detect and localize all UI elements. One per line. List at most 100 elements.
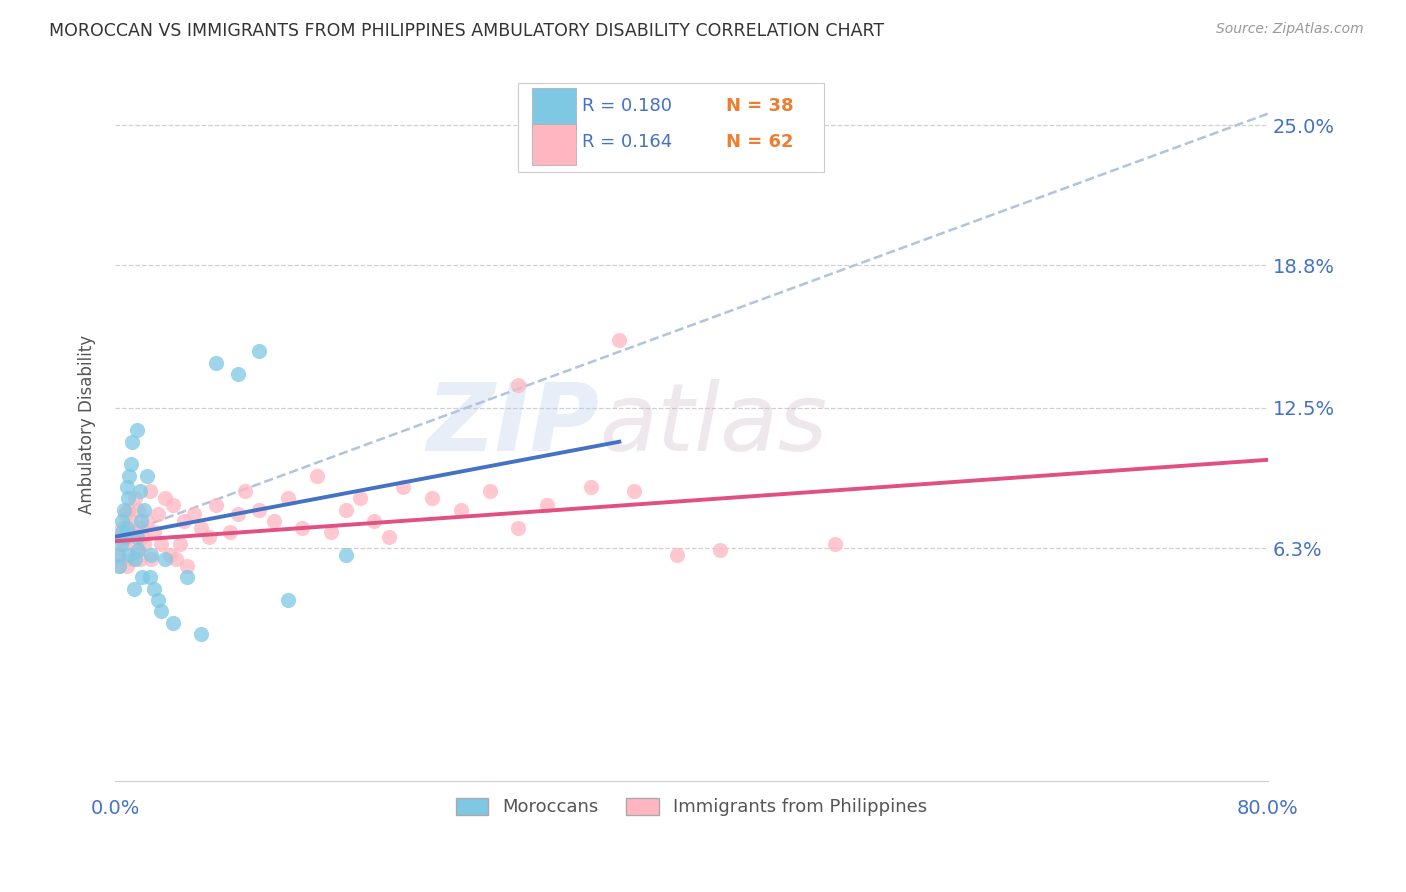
Point <box>127 543 149 558</box>
Point <box>190 627 212 641</box>
Point <box>118 548 141 562</box>
Point <box>115 521 138 535</box>
Point <box>142 525 165 540</box>
Point <box>124 552 146 566</box>
Point <box>665 548 688 562</box>
Point <box>162 615 184 630</box>
Text: Source: ZipAtlas.com: Source: ZipAtlas.com <box>1216 22 1364 37</box>
Text: 80.0%: 80.0% <box>1237 799 1299 818</box>
Point <box>277 491 299 506</box>
Point <box>139 552 162 566</box>
Point <box>155 552 177 566</box>
Text: R = 0.164: R = 0.164 <box>582 133 672 151</box>
Point <box>142 582 165 596</box>
Point <box>124 491 146 506</box>
Point <box>190 521 212 535</box>
Point <box>159 548 181 562</box>
Text: N = 62: N = 62 <box>725 133 793 151</box>
Point <box>169 536 191 550</box>
Point <box>138 484 160 499</box>
Point <box>305 468 328 483</box>
Point <box>128 552 150 566</box>
Point <box>321 525 343 540</box>
Point <box>205 355 228 369</box>
Point <box>129 514 152 528</box>
Point <box>128 484 150 499</box>
Point <box>107 548 129 562</box>
Point <box>609 333 631 347</box>
Point <box>122 525 145 540</box>
Point <box>335 548 357 562</box>
Text: R = 0.180: R = 0.180 <box>582 97 672 115</box>
Point <box>450 502 472 516</box>
Point <box>132 502 155 516</box>
Point <box>150 536 173 550</box>
Point <box>623 484 645 499</box>
Point <box>115 559 138 574</box>
Point <box>508 378 530 392</box>
Y-axis label: Ambulatory Disability: Ambulatory Disability <box>79 335 96 515</box>
FancyBboxPatch shape <box>533 88 576 129</box>
Point <box>111 521 134 535</box>
Point <box>132 536 155 550</box>
Point <box>478 484 501 499</box>
Point <box>110 530 132 544</box>
Point <box>219 525 242 540</box>
Point <box>111 514 134 528</box>
Point <box>125 424 148 438</box>
Point <box>135 468 157 483</box>
Point <box>129 521 152 535</box>
Point <box>205 498 228 512</box>
Point <box>115 480 138 494</box>
Point <box>508 521 530 535</box>
Point <box>125 543 148 558</box>
Point <box>165 552 187 566</box>
Point <box>392 480 415 494</box>
Point <box>118 530 141 544</box>
Point <box>135 514 157 528</box>
Point <box>349 491 371 506</box>
Point <box>131 530 153 544</box>
Point <box>148 507 170 521</box>
Point <box>150 604 173 618</box>
FancyBboxPatch shape <box>519 83 824 172</box>
Point <box>579 480 602 494</box>
Point <box>335 502 357 516</box>
Point <box>139 548 162 562</box>
Text: atlas: atlas <box>599 379 827 470</box>
Text: 0.0%: 0.0% <box>90 799 139 818</box>
Point <box>138 570 160 584</box>
Point <box>108 559 131 574</box>
Point <box>117 491 139 506</box>
Point <box>131 570 153 584</box>
Point <box>173 514 195 528</box>
Point <box>148 593 170 607</box>
Text: ZIP: ZIP <box>426 379 599 471</box>
Point <box>536 498 558 512</box>
Point <box>111 525 134 540</box>
FancyBboxPatch shape <box>533 124 576 165</box>
Point <box>233 484 256 499</box>
Point <box>291 521 314 535</box>
Point <box>110 536 132 550</box>
Point <box>709 543 731 558</box>
Point <box>226 507 249 521</box>
Point <box>176 559 198 574</box>
Legend: Moroccans, Immigrants from Philippines: Moroccans, Immigrants from Philippines <box>447 789 936 825</box>
Point <box>263 514 285 528</box>
Point <box>121 552 143 566</box>
Point <box>247 344 270 359</box>
Point <box>114 530 136 544</box>
Point <box>117 502 139 516</box>
Point <box>277 593 299 607</box>
Point <box>176 570 198 584</box>
Point <box>125 530 148 544</box>
Text: MOROCCAN VS IMMIGRANTS FROM PHILIPPINES AMBULATORY DISABILITY CORRELATION CHART: MOROCCAN VS IMMIGRANTS FROM PHILIPPINES … <box>49 22 884 40</box>
Point <box>121 434 143 449</box>
Point <box>120 514 142 528</box>
Point <box>112 502 135 516</box>
Point <box>226 367 249 381</box>
Point <box>127 502 149 516</box>
Text: N = 38: N = 38 <box>725 97 793 115</box>
Point <box>363 514 385 528</box>
